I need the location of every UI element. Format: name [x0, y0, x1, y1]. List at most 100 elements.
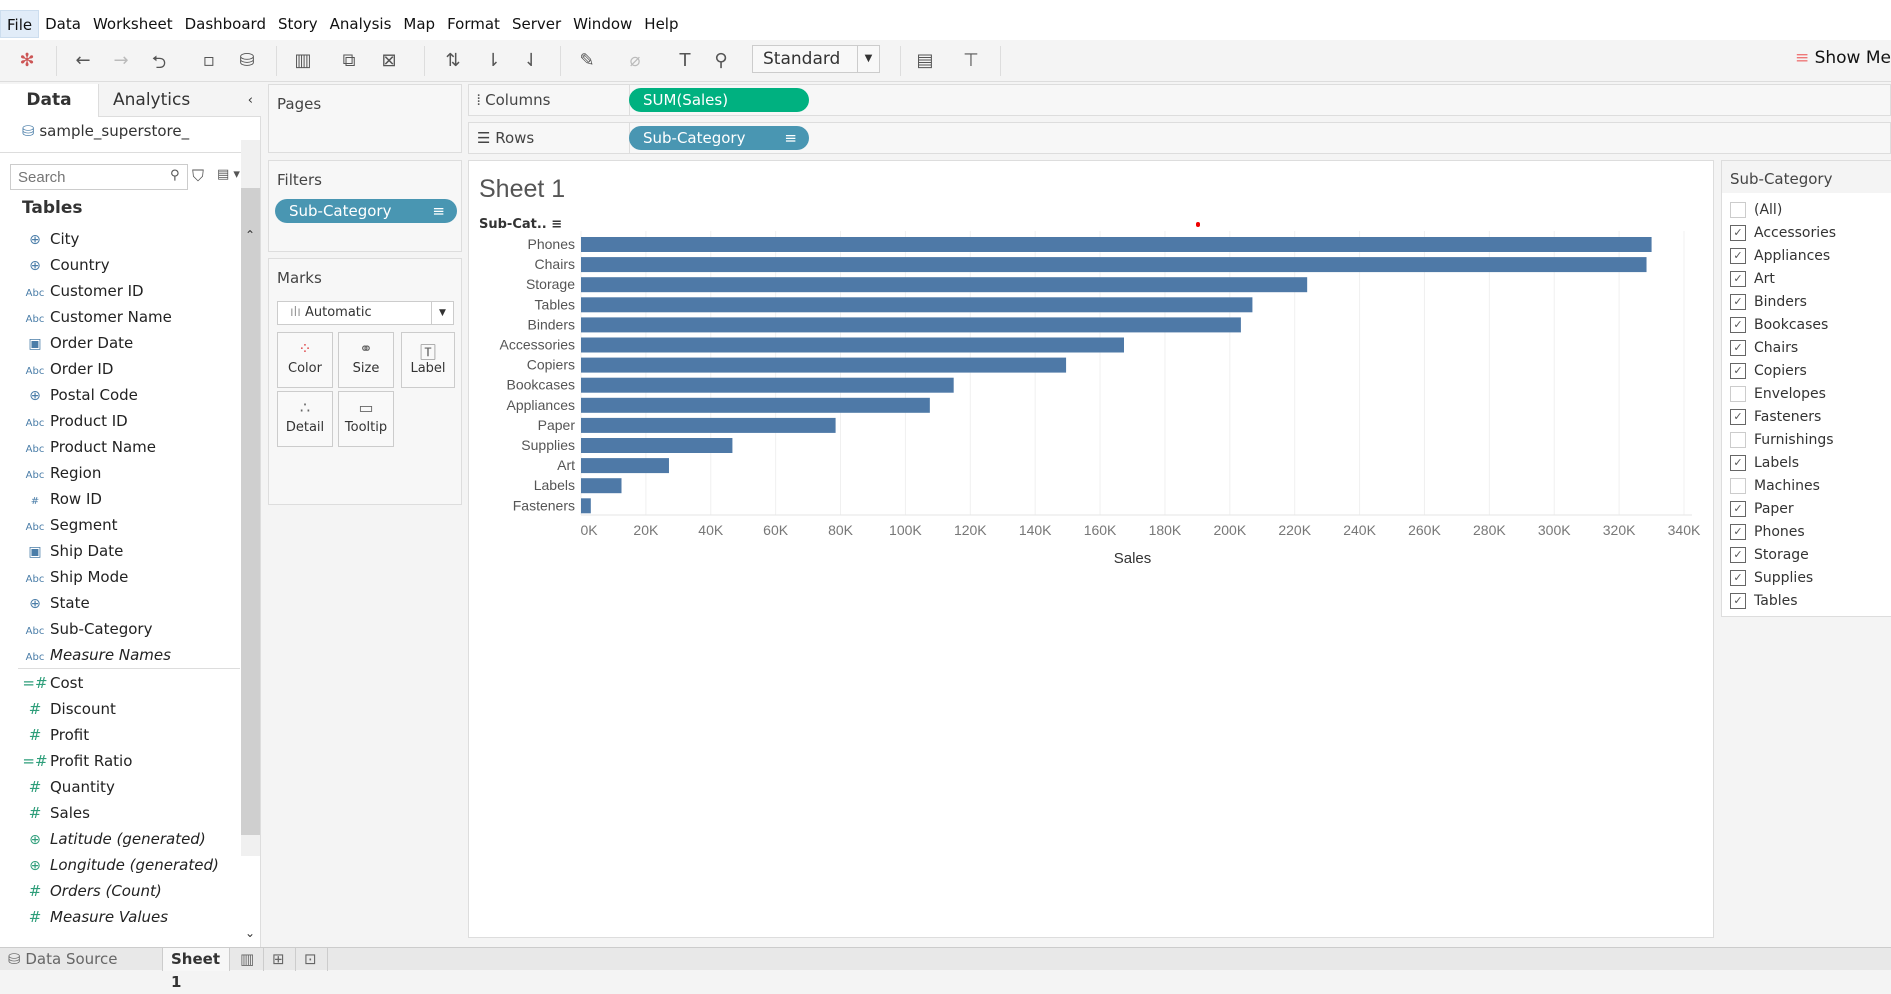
checkbox[interactable]: ✓: [1730, 455, 1746, 471]
field-item[interactable]: Abc Segment: [20, 513, 118, 537]
field-item[interactable]: Abc Customer ID: [20, 279, 144, 303]
filter-item[interactable]: ✓ Phones: [1730, 521, 1805, 543]
filter-item[interactable]: ✓ Labels: [1730, 452, 1799, 474]
checkbox[interactable]: ✓: [1730, 340, 1746, 356]
swap-icon[interactable]: ⇅: [445, 50, 461, 71]
menu-story[interactable]: Story: [277, 15, 318, 33]
rows-pill-sub-category[interactable]: Sub-Category ≡: [629, 126, 809, 150]
field-item[interactable]: ⊕ City: [20, 227, 79, 251]
field-item[interactable]: =# Profit Ratio: [20, 749, 132, 773]
checkbox[interactable]: ✓: [1730, 294, 1746, 310]
replay-icon[interactable]: ⮌: [151, 52, 167, 73]
field-item[interactable]: Abc Region: [20, 461, 102, 485]
view-options-icon[interactable]: ▤ ▾: [217, 167, 240, 182]
menu-window[interactable]: Window: [573, 15, 633, 33]
menu-server[interactable]: Server: [511, 15, 562, 33]
undo-icon[interactable]: ←: [75, 50, 91, 71]
checkbox[interactable]: [1730, 478, 1746, 494]
field-item[interactable]: ⊕ State: [20, 591, 90, 615]
field-item[interactable]: ⊕ Postal Code: [20, 383, 138, 407]
menu-format[interactable]: Format: [447, 15, 500, 33]
scroll-up-icon[interactable]: ⌃: [245, 228, 256, 242]
tooltip-button[interactable]: ▭ Tooltip: [338, 391, 394, 447]
checkbox[interactable]: ✓: [1730, 547, 1746, 563]
filter-item[interactable]: ✓ Fasteners: [1730, 406, 1821, 428]
filter-item[interactable]: ✓ Appliances: [1730, 245, 1830, 267]
field-item[interactable]: Abc Product ID: [20, 409, 128, 433]
filter-item[interactable]: (All): [1730, 199, 1782, 221]
field-item[interactable]: ⊕ Latitude (generated): [20, 827, 206, 851]
checkbox[interactable]: ✓: [1730, 271, 1746, 287]
filter-icon[interactable]: ⛉: [192, 166, 205, 185]
pages-shelf[interactable]: Pages: [268, 84, 462, 153]
field-item[interactable]: Abc Ship Mode: [20, 565, 129, 589]
filters-shelf[interactable]: Filters Sub-Category ≡: [268, 160, 462, 252]
filter-item[interactable]: ✓ Paper: [1730, 498, 1794, 520]
sort-ascending-icon[interactable]: ⇂: [485, 50, 501, 71]
field-item[interactable]: Abc Order ID: [20, 357, 114, 381]
collapse-icon[interactable]: ‹: [247, 93, 253, 108]
field-item[interactable]: # Measure Values: [20, 905, 168, 929]
filter-item[interactable]: ✓ Copiers: [1730, 360, 1807, 382]
field-item[interactable]: # Orders (Count): [20, 879, 162, 903]
field-item[interactable]: # Quantity: [20, 775, 115, 799]
menu-help[interactable]: Help: [644, 15, 679, 33]
show-me-button[interactable]: ≡ Show Me: [1795, 48, 1891, 68]
filter-item[interactable]: ✓ Accessories: [1730, 222, 1836, 244]
columns-pill-sum-sales[interactable]: SUM(Sales): [629, 88, 809, 112]
tab-sheet-1[interactable]: Sheet 1: [162, 948, 230, 991]
field-item[interactable]: =# Cost: [20, 671, 83, 695]
show-labels-icon[interactable]: T: [679, 50, 691, 71]
filter-item[interactable]: Furnishings: [1730, 429, 1834, 451]
sort-icon[interactable]: ≡: [551, 217, 563, 232]
field-item[interactable]: # Row ID: [20, 487, 102, 511]
checkbox[interactable]: ✓: [1730, 317, 1746, 333]
checkbox[interactable]: [1730, 432, 1746, 448]
detail-button[interactable]: ∴ Detail: [277, 391, 333, 447]
field-item[interactable]: Abc Customer Name: [20, 305, 172, 329]
field-item[interactable]: Abc Product Name: [20, 435, 156, 459]
checkbox[interactable]: ✓: [1730, 524, 1746, 540]
field-item[interactable]: # Sales: [20, 801, 90, 825]
scroll-down-icon[interactable]: ⌄: [245, 926, 256, 940]
field-item[interactable]: # Profit: [20, 723, 89, 747]
field-item[interactable]: Abc Measure Names: [20, 643, 171, 667]
label-button[interactable]: 🅃 Label: [401, 332, 455, 388]
tab-data-source[interactable]: ⛁ Data Source: [0, 948, 125, 971]
menu-data[interactable]: Data: [45, 15, 81, 33]
color-button[interactable]: ⁘ Color: [277, 332, 333, 388]
field-item[interactable]: Abc Sub-Category: [20, 617, 153, 641]
presentation-mode-icon[interactable]: ⊤: [963, 50, 979, 71]
menu-worksheet[interactable]: Worksheet: [92, 15, 173, 33]
new-story-icon[interactable]: ⊡: [296, 948, 328, 971]
show-cards-icon[interactable]: ▤: [916, 50, 934, 71]
tab-analytics[interactable]: Analytics ‹: [98, 84, 261, 117]
field-item[interactable]: ⊕ Country: [20, 253, 109, 277]
mark-type-dropdown[interactable]: ılı Automatic ▼: [277, 301, 454, 325]
checkbox[interactable]: [1730, 386, 1746, 402]
checkbox[interactable]: ✓: [1730, 225, 1746, 241]
new-dashboard-icon[interactable]: ⊞: [264, 948, 296, 971]
columns-shelf[interactable]: ⦙ Columns SUM(Sales): [468, 84, 1891, 116]
search-input[interactable]: [10, 164, 188, 190]
redo-icon[interactable]: →: [113, 50, 129, 71]
new-datasource-icon[interactable]: ⛁: [239, 50, 255, 71]
checkbox[interactable]: ✓: [1730, 409, 1746, 425]
checkbox[interactable]: ✓: [1730, 593, 1746, 609]
filter-item[interactable]: ✓ Art: [1730, 268, 1775, 290]
sort-descending-icon[interactable]: ⇃: [523, 50, 539, 71]
row-header[interactable]: Sub-Cat.. ≡: [479, 217, 562, 232]
checkbox[interactable]: [1730, 202, 1746, 218]
group-icon[interactable]: ⌀: [629, 50, 641, 71]
size-button[interactable]: ⚭ Size: [338, 332, 394, 388]
scrollbar-thumb[interactable]: [241, 188, 260, 835]
field-item[interactable]: ▣ Ship Date: [20, 539, 123, 563]
clear-sheet-icon[interactable]: ⊠: [381, 50, 397, 71]
filter-item[interactable]: ✓ Storage: [1730, 544, 1809, 566]
rows-shelf[interactable]: ☰ Rows Sub-Category ≡: [468, 122, 1891, 154]
menu-dashboard[interactable]: Dashboard: [184, 15, 266, 33]
filter-item[interactable]: ✓ Binders: [1730, 291, 1807, 313]
fit-dropdown[interactable]: Standard ▼: [752, 45, 880, 73]
field-item[interactable]: ⊕ Longitude (generated): [20, 853, 219, 877]
field-item[interactable]: # Discount: [20, 697, 116, 721]
